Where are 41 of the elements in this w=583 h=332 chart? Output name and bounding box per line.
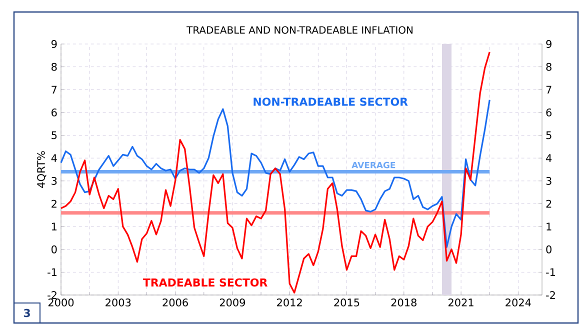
text: 3 — [24, 308, 30, 318]
y-tick-label: 7 — [52, 86, 57, 94]
x-tick-label: 2006 — [162, 298, 188, 306]
y-tick-label: -2 — [48, 291, 56, 299]
y2-tick-label: -1 — [546, 268, 555, 276]
y2-tick-label: 8 — [546, 62, 552, 71]
y-tick-label: 4 — [51, 154, 57, 162]
y-tick-label: 8 — [52, 62, 57, 71]
y-tick-label: 1 — [52, 222, 57, 230]
y-axis-title: 4QRT% — [37, 151, 46, 188]
line-series — [60, 99, 490, 248]
y2-tick-label: 1 — [546, 222, 552, 230]
line-series — [60, 51, 490, 294]
y2-tick-label: 3 — [546, 176, 552, 185]
y2-tick-label: 0 — [546, 245, 552, 254]
y2-tick-label: 4 — [546, 154, 552, 162]
y-tick-label: 6 — [52, 108, 57, 116]
x-tick-label: 2003 — [106, 298, 131, 306]
y2-tick-label: 7 — [546, 86, 552, 94]
y2-tick-label: 2 — [546, 200, 552, 208]
y2-tick-label: 5 — [546, 131, 552, 140]
y-tick-label: 2 — [52, 200, 56, 208]
x-tick-label: 2015 — [334, 298, 360, 306]
y2-tick-label: 6 — [546, 108, 552, 116]
text: NON-TRADEABLE SECTOR — [254, 98, 408, 106]
x-tick-label: 2018 — [391, 298, 416, 306]
y-tick-label: 9 — [51, 40, 57, 48]
y-tick-label: 0 — [52, 245, 57, 254]
x-tick-label: 2000 — [48, 298, 74, 306]
ref-line-label: AVERAGE — [352, 162, 396, 168]
x-tick-label: 2021 — [448, 298, 474, 306]
chart-title: TRADEABLE AND NON-TRADEABLE INFLATION — [186, 26, 412, 34]
y2-tick-label: 9 — [546, 40, 552, 48]
y-tick-label: 5 — [52, 131, 57, 140]
series-label: TRADEABLE SECTOR — [142, 278, 268, 287]
y-tick-label: -1 — [48, 268, 57, 276]
x-tick-label: 2024 — [506, 298, 531, 306]
y2-tick-label: -2 — [546, 291, 555, 299]
y-tick-label: 3 — [52, 176, 57, 185]
x-tick-label: 2012 — [277, 298, 302, 306]
x-tick-label: 2009 — [220, 298, 246, 306]
